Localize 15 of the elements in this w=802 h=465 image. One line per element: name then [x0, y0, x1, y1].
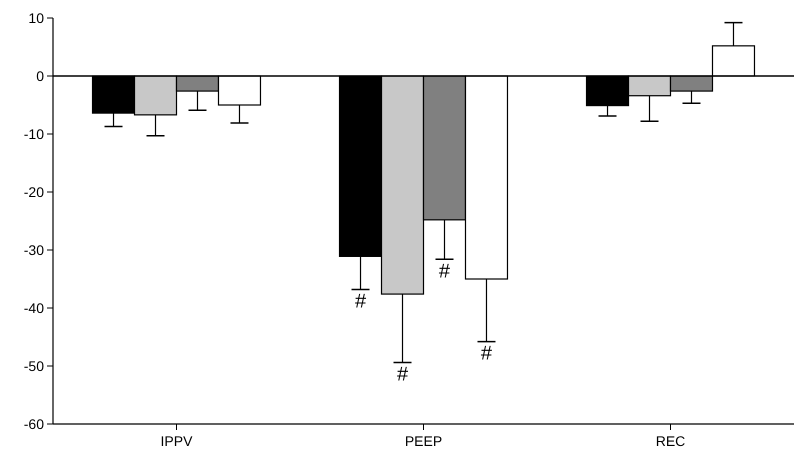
- y-tick-label: 0: [36, 68, 44, 84]
- annotation: #: [396, 364, 409, 386]
- y-tick-label: -20: [24, 184, 44, 200]
- y-tick-label: -10: [24, 126, 44, 142]
- x-tick-label: REC: [656, 433, 686, 449]
- y-tick-label: -60: [24, 416, 44, 432]
- x-tick-label: PEEP: [404, 433, 442, 449]
- y-tick-label: -30: [24, 242, 44, 258]
- annotation: #: [480, 342, 493, 365]
- y-tick-label: 10: [28, 10, 44, 26]
- y-tick-label: -50: [24, 358, 44, 374]
- annotation: #: [438, 260, 451, 282]
- annotation: #: [354, 290, 367, 312]
- x-tick-label: IPPV: [160, 433, 194, 449]
- y-tick-label: -40: [24, 300, 44, 316]
